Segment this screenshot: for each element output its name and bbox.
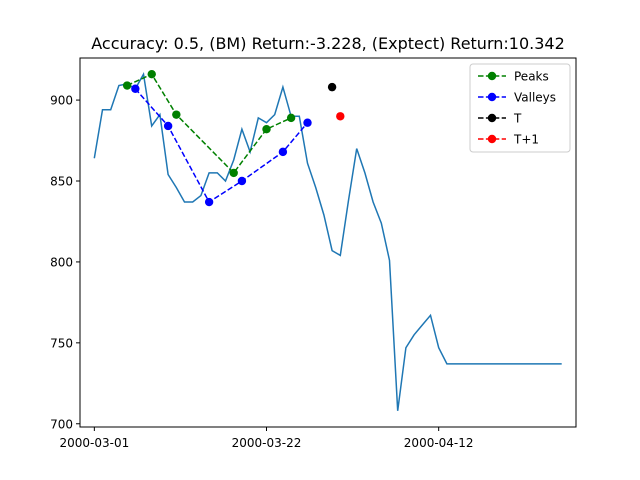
valleys-point <box>278 147 288 157</box>
peaks-point <box>147 69 156 79</box>
legend-box <box>469 63 571 153</box>
valleys-point <box>237 176 247 186</box>
legend-label: Valleys <box>514 91 556 105</box>
plot-frame <box>79 57 577 428</box>
legend-label: Peaks <box>514 70 549 84</box>
legend-swatch-marker <box>487 113 497 123</box>
x-tick-label: 2000-03-01 <box>59 436 129 450</box>
peaks-point <box>262 125 271 134</box>
peaks-point <box>229 168 238 178</box>
peaks-point <box>172 110 181 119</box>
legend-label: T+1 <box>513 133 539 147</box>
legend-swatch-marker <box>487 134 497 144</box>
legend-swatch-marker <box>487 71 497 81</box>
y-tick-label: 750 <box>50 336 73 350</box>
y-tick-label: 850 <box>50 175 73 189</box>
legend-label: T <box>513 112 522 126</box>
chart-title: Accuracy: 0.5, (BM) Return:-3.228, (Expt… <box>91 34 565 53</box>
t-point <box>327 82 337 92</box>
peaks-point <box>122 81 132 90</box>
price-line <box>93 71 562 411</box>
x-tick-label: 2000-03-22 <box>232 436 302 450</box>
t-plus-1-point <box>336 112 345 121</box>
valleys-point <box>204 197 214 207</box>
valleys-point <box>163 121 173 131</box>
peaks-point <box>286 113 296 123</box>
y-tick-label: 800 <box>50 255 73 269</box>
y-tick-label: 700 <box>50 417 73 431</box>
valleys-point <box>303 118 312 127</box>
x-tick-label: 2000-04-12 <box>404 436 474 450</box>
valleys-line <box>134 88 309 204</box>
legend-swatch-marker <box>487 92 497 102</box>
peaks-line <box>126 73 292 175</box>
valleys-point <box>131 84 140 93</box>
y-tick-label: 900 <box>50 94 73 108</box>
